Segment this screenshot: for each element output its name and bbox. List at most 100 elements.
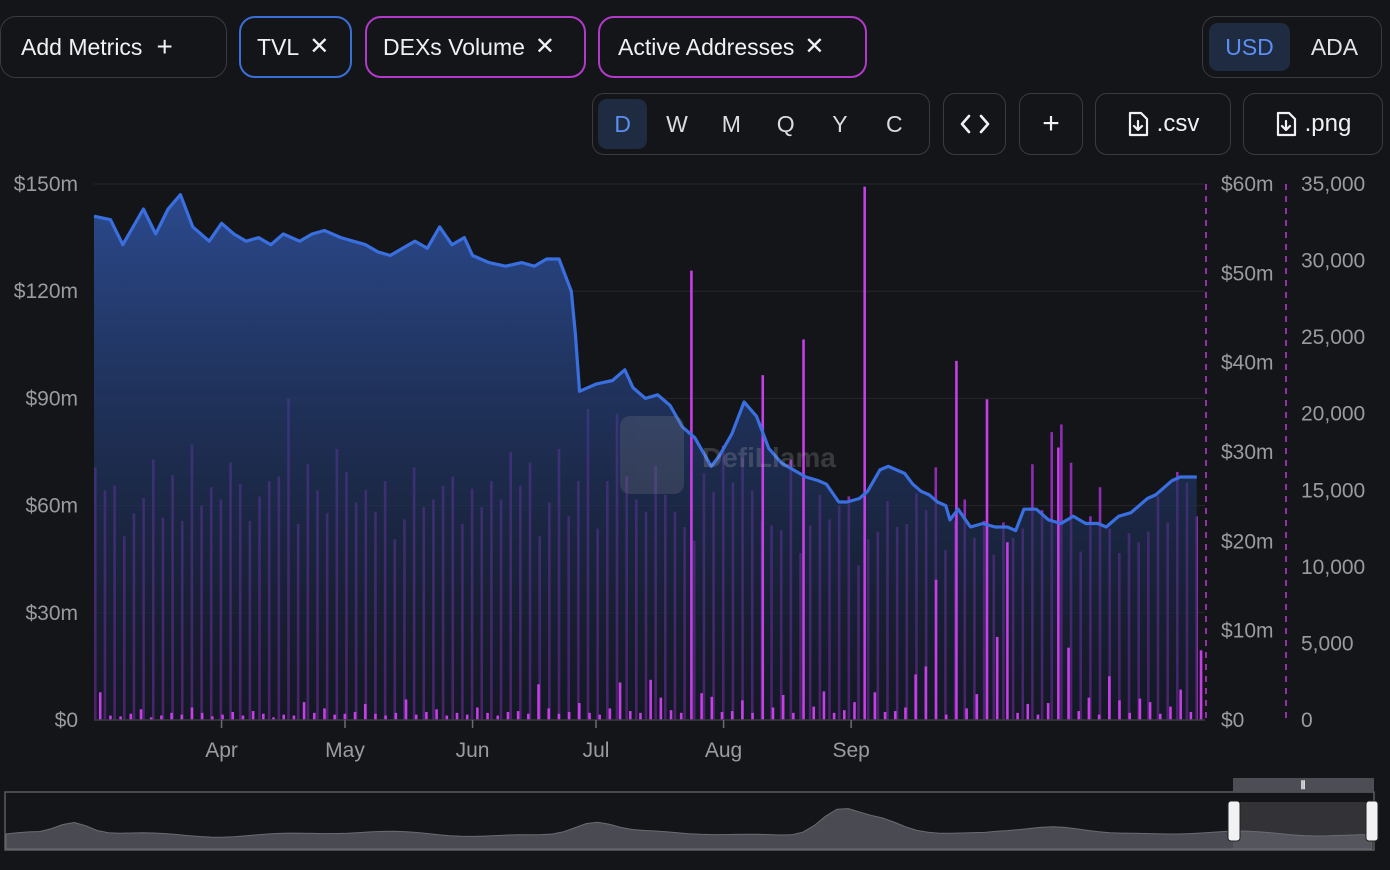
dexs-volume-bar: [170, 712, 173, 720]
dexs-volume-bar: [129, 713, 133, 720]
metric-chip-dexs-volume[interactable]: DEXs Volume ✕: [365, 16, 586, 78]
dexs-volume-bar: [180, 714, 184, 720]
dexs-volume-bar: [465, 714, 469, 720]
dexs-volume-bar: [618, 682, 622, 720]
period-d-button[interactable]: D: [598, 99, 648, 149]
dexs-volume-bar: [659, 697, 663, 720]
dexs-volume-bar: [700, 693, 703, 720]
brush-handle-left[interactable]: [1227, 800, 1241, 842]
dexs-volume-bar: [425, 711, 428, 720]
dexs-volume-bar: [985, 399, 989, 720]
embed-button[interactable]: [943, 93, 1006, 155]
metric-chip-tvl[interactable]: TVL ✕: [239, 16, 352, 78]
watermark-text: DefiLlama: [702, 442, 836, 473]
dexs-volume-bar: [1016, 712, 1019, 720]
dexs-volume-bar: [1128, 712, 1131, 720]
add-chart-button[interactable]: +: [1019, 93, 1083, 155]
dexs-volume-bar: [394, 712, 398, 720]
dexs-volume-bar: [343, 713, 347, 720]
range-brush[interactable]: ⦀: [0, 770, 1390, 870]
dexs-volume-bar: [384, 715, 387, 720]
left-axis-tick: $150m: [14, 173, 78, 196]
download-png-button[interactable]: .png: [1243, 93, 1383, 155]
dexs-volume-bar: [1158, 713, 1162, 720]
dexs-volume-bar: [720, 711, 724, 720]
metric-chip-label: Active Addresses: [618, 33, 795, 60]
dexs-volume-bar: [914, 674, 917, 720]
dexs-volume-bar: [628, 711, 632, 720]
dexs-volume-bar: [211, 716, 214, 720]
period-w-button[interactable]: W: [666, 110, 688, 137]
plus-icon: +: [156, 31, 173, 62]
code-icon: [960, 114, 989, 134]
currency-ada-button[interactable]: ADA: [1310, 33, 1359, 60]
dexs-volume-bar: [975, 694, 979, 720]
volume-axis-tick: $40m: [1221, 352, 1274, 375]
add-metrics-button[interactable]: Add Metrics +: [0, 16, 227, 78]
csv-label: .csv: [1156, 110, 1200, 137]
dexs-volume-bar: [1189, 711, 1193, 720]
dexs-volume-bar: [282, 714, 286, 720]
dexs-volume-bar: [567, 711, 571, 720]
dexs-volume-bar: [904, 707, 907, 720]
left-axis-tick: $90m: [25, 387, 78, 410]
close-icon[interactable]: ✕: [804, 33, 825, 60]
dexs-volume-bar: [588, 712, 591, 720]
dexs-volume-bar: [98, 692, 102, 720]
main-chart[interactable]: DefiLlama Apr May Jun Jul Aug Sep $0$30m$60m$…: [0, 160, 1390, 770]
dexs-volume-bar: [934, 579, 938, 720]
dexs-volume-bar: [710, 696, 714, 720]
dexs-volume-bar: [109, 715, 112, 720]
period-q-button[interactable]: Q: [776, 110, 795, 137]
dexs-volume-bar: [404, 699, 408, 720]
tvl-area: [94, 194, 1197, 720]
period-y-button[interactable]: Y: [832, 110, 848, 137]
dexs-volume-bar: [1118, 700, 1121, 720]
png-label: .png: [1304, 110, 1352, 137]
dexs-volume-bar: [323, 708, 326, 720]
dexs-volume-bar: [302, 702, 306, 720]
addresses-axis: 0 5,000 10,000 15,000 20,000 25,000 30,000 35,0…: [1285, 173, 1365, 732]
dexs-volume-bar: [496, 715, 500, 720]
currency-usd-button[interactable]: USD: [1209, 23, 1290, 71]
dexs-volume-bar: [812, 706, 816, 720]
brush-handle-right[interactable]: [1365, 800, 1379, 842]
dexs-volume-bar: [1199, 650, 1203, 720]
metric-chip-label: DEXs Volume: [383, 33, 525, 60]
dexs-volume-bar: [527, 713, 530, 720]
dexs-volume-bar: [139, 709, 143, 720]
brush-drag-bar[interactable]: [1233, 778, 1374, 792]
dexs-volume-bar: [771, 707, 775, 720]
period-c-button[interactable]: C: [885, 110, 903, 137]
addresses-axis-tick: 35,000: [1301, 173, 1365, 196]
dexs-volume-bar: [374, 713, 377, 720]
file-download-icon: [1276, 111, 1296, 137]
dexs-volume-bar: [1148, 702, 1152, 720]
close-icon[interactable]: ✕: [534, 33, 556, 60]
dexs-volume-bar: [608, 708, 612, 720]
x-axis-tick: Apr: [205, 739, 238, 762]
volume-axis-tick: $30m: [1221, 441, 1274, 464]
dexs-volume-series: [98, 186, 1203, 720]
dexs-volume-bar: [1067, 647, 1070, 720]
metric-chip-active-addresses[interactable]: Active Addresses ✕: [598, 16, 867, 78]
period-m-button[interactable]: M: [721, 110, 741, 137]
close-icon[interactable]: ✕: [309, 33, 330, 60]
addresses-axis-tick: 5,000: [1301, 632, 1354, 655]
dexs-volume-bar: [577, 703, 581, 720]
dexs-volume-bar: [333, 714, 336, 720]
dexs-volume-bar: [1097, 714, 1101, 720]
watermark: DefiLlama: [620, 416, 836, 494]
grip-icon: ⦀: [1301, 780, 1306, 792]
dexs-volume-bar: [1046, 703, 1050, 720]
x-axis-tick: Jul: [583, 739, 610, 762]
brush-selection[interactable]: [1233, 802, 1372, 850]
dexs-volume-bar: [486, 712, 489, 720]
download-csv-button[interactable]: .csv: [1095, 93, 1231, 155]
addresses-axis-tick: 10,000: [1301, 556, 1365, 579]
dexs-volume-bar: [221, 714, 224, 720]
dexs-volume-bar: [547, 708, 551, 720]
left-axis: $0 $30m $60m $90m $120m $150m: [14, 173, 78, 732]
dexs-volume-bar: [353, 711, 357, 720]
addresses-axis-tick: 15,000: [1301, 479, 1365, 502]
